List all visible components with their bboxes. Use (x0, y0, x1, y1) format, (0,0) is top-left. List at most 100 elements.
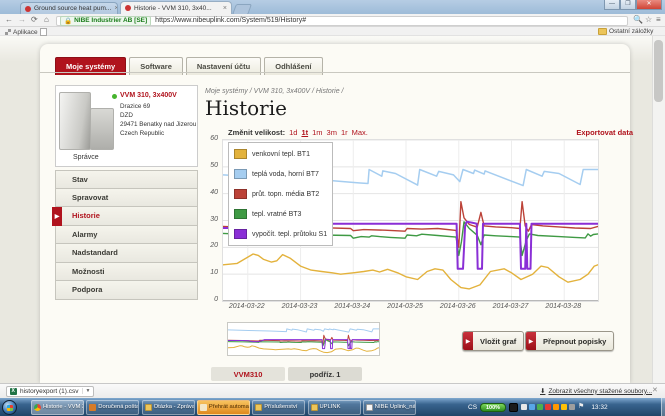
action-center-flag-icon[interactable]: ⚑ (578, 403, 585, 410)
tab-title: Ground source heat pum... (34, 5, 112, 12)
system-tab-main[interactable]: VVM310 (211, 367, 285, 381)
tray-icon[interactable] (537, 404, 544, 410)
resize-option-3m[interactable]: 3m (326, 128, 337, 137)
browser-tab-active[interactable]: Historie - VVM 310, 3x40... × (120, 1, 232, 14)
insert-graph-button[interactable]: ▶ Vložit graf (462, 331, 525, 351)
excel-file-icon (10, 387, 17, 395)
x-tick-label: 2014-03-25 (387, 303, 423, 310)
close-shelf-icon[interactable]: ✕ (652, 387, 658, 394)
folder-icon (255, 403, 263, 411)
resize-option-1m[interactable]: 1m (312, 128, 323, 137)
nav-tab-moje-syst-my[interactable]: Moje systémy (55, 57, 127, 75)
breadcrumb[interactable]: Moje systémy / VVM 310, 3x400V / Histori… (205, 88, 344, 95)
show-all-downloads-link[interactable]: ⬇ Zobrazit všechny stažené soubory... (540, 387, 653, 396)
back-icon[interactable]: ← (5, 15, 13, 24)
window-maximize-button[interactable]: ❐ (620, 0, 636, 10)
overview-mini-chart[interactable] (227, 322, 380, 356)
sidebar-item-alarmy[interactable]: Alarmy (55, 225, 198, 244)
x-tick-label: 2014-03-22 (228, 303, 265, 310)
window-close-button[interactable]: ✕ (636, 0, 662, 10)
taskbar-button-7[interactable]: NIBE Uplink_nájt... (362, 399, 416, 415)
nav-tab-odhl-en-[interactable]: Odhlášení (264, 57, 323, 75)
tray-icon[interactable] (561, 404, 568, 410)
taskbar-button-label: Doručená pošta -... (98, 404, 140, 410)
sidebar-item-historie[interactable]: ▶ Historie (52, 207, 198, 226)
button-arrow-icon: ▶ (463, 332, 473, 350)
web-page: Moje systémy Software Nastavení účtu Odhláš… (0, 36, 665, 383)
folder-icon (144, 403, 152, 411)
tab-close-icon[interactable]: × (114, 5, 117, 12)
browser-tab-inactive[interactable]: Ground source heat pum... × (20, 2, 118, 14)
page-scrollbar-thumb[interactable] (654, 40, 663, 102)
tray-app-icon[interactable] (509, 402, 519, 412)
taskbar-button-1[interactable]: Historie - VVM 3... (31, 399, 84, 415)
legend-swatch (234, 189, 247, 199)
start-button[interactable] (2, 399, 17, 415)
page-scrollbar[interactable] (652, 36, 665, 383)
sidebar-item-stav[interactable]: Stav (55, 170, 198, 189)
sidebar-item-podpora[interactable]: Podpora (55, 281, 198, 300)
downloaded-file-button[interactable]: historyexport (1).csv ▼ (6, 385, 95, 397)
resize-option-1r[interactable]: 1r (340, 128, 348, 137)
tray-icon[interactable] (569, 404, 576, 410)
taskbar-button-label: UPLINK (319, 404, 341, 410)
x-tick-label: 2014-03-24 (334, 303, 371, 310)
search-icon[interactable]: 🔍 (633, 15, 643, 24)
export-data-link[interactable]: Exportovat data (576, 128, 633, 137)
tab-close-icon[interactable]: × (222, 4, 227, 12)
active-item-arrow-icon: ▶ (52, 207, 62, 226)
home-icon[interactable]: ⌂ (44, 15, 49, 24)
y-tick-label: 60 (210, 135, 218, 142)
window-minimize-button[interactable]: — (604, 0, 620, 10)
reload-icon[interactable]: ⟳ (31, 15, 38, 24)
show-desktop-button[interactable] (661, 398, 665, 416)
nav-tab-nastaven-tu[interactable]: Nastavení účtu (185, 57, 262, 75)
online-status-dot (112, 94, 117, 99)
download-shelf (0, 383, 665, 398)
bookmark-star-icon[interactable]: ☆ (645, 15, 653, 24)
other-bookmarks[interactable]: Ostatní záložky (598, 28, 653, 35)
tray-icon[interactable] (545, 404, 552, 410)
url-text: https://www.nibeuplink.com/System/519/Hi… (155, 17, 307, 24)
nav-tab-software[interactable]: Software (129, 57, 183, 75)
resize-option-Max[interactable]: Max. (351, 128, 368, 137)
legend-item: průt. topn. média BT2 (229, 184, 332, 204)
taskbar-button-label: Otázka - Zpráva (... (153, 404, 195, 410)
taskbar-button-3[interactable]: Otázka - Zpráva (... (141, 399, 195, 415)
toggle-labels-button[interactable]: ▶ Přepnout popisky (525, 331, 615, 351)
taskbar-button-label: Příslušenství (264, 404, 298, 410)
resize-label: Změnit velikost: (228, 128, 286, 137)
taskbar-button-2[interactable]: Doručená pošta -... (86, 399, 140, 415)
sidebar-item-možnosti[interactable]: Možnosti (55, 262, 198, 281)
sidebar-menu: Stav Spravovat ▶ Historie Alarmy Nadstandard M… (52, 170, 198, 300)
resize-option-1d[interactable]: 1d (289, 128, 298, 137)
sidebar-item-label: Historie (72, 211, 100, 221)
taskbar-button-4[interactable]: Přehrát automati... (196, 399, 250, 415)
taskbar-button-label: Přehrát automati... (208, 404, 249, 410)
tray-icon[interactable] (529, 404, 536, 410)
battery-indicator[interactable]: 100% (480, 402, 507, 412)
taskbar-button-6[interactable]: UPLINK (307, 399, 361, 415)
bookmark-apps[interactable]: Aplikace (5, 28, 47, 36)
y-tick-label: 20 (210, 242, 218, 250)
heat-pump-image-2 (90, 108, 114, 150)
chevron-down-icon[interactable]: ▼ (81, 388, 90, 394)
resize-option-1t[interactable]: 1t (301, 128, 309, 137)
clock[interactable]: 13:32 (591, 403, 608, 411)
sidebar-item-nadstandard[interactable]: Nadstandard (55, 244, 198, 263)
tray-icon[interactable] (521, 404, 528, 410)
address-bar[interactable]: 🔒 NIBE Industrier AB [SE] https://www.ni… (56, 15, 628, 26)
taskbar-button-5[interactable]: Příslušenství (252, 399, 306, 415)
menu-icon[interactable]: ≡ (656, 15, 661, 24)
system-tab-sub[interactable]: podříz. 1 (288, 367, 362, 381)
ev-security-badge[interactable]: 🔒 NIBE Industrier AB [SE] (60, 15, 152, 26)
legend-swatch (234, 149, 247, 159)
forward-icon[interactable]: → (18, 15, 26, 24)
tray-icon[interactable] (553, 404, 560, 410)
folder-icon (310, 403, 318, 411)
language-indicator[interactable]: CS (468, 403, 478, 411)
device-name[interactable]: VVM 310, 3x400V (120, 92, 177, 99)
media-icon (199, 403, 207, 411)
heat-pump-image (59, 92, 91, 150)
sidebar-item-spravovat[interactable]: Spravovat (55, 188, 198, 207)
